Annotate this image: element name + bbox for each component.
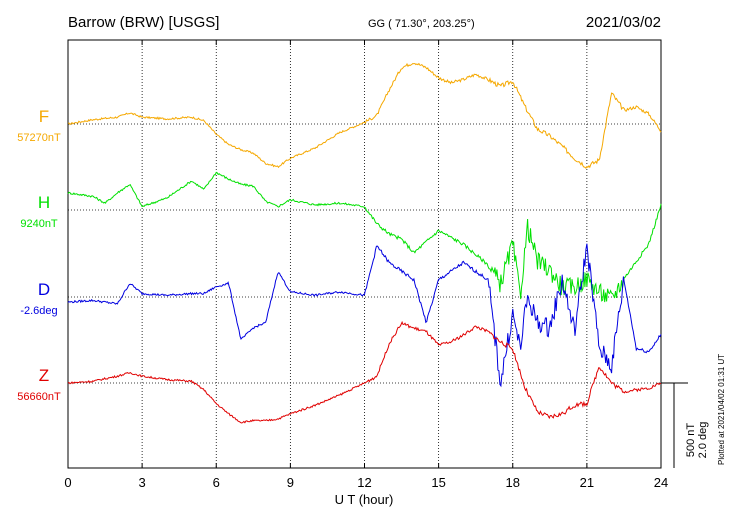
- x-tick-label: 18: [506, 475, 520, 490]
- series-baseline-d: -2.6deg: [20, 305, 57, 317]
- series-line-z: [67, 320, 662, 424]
- x-tick-label: 15: [431, 475, 445, 490]
- grid: [68, 40, 661, 468]
- coords-text: GG ( 71.30°, 203.25°): [368, 18, 475, 30]
- series-group: [67, 62, 662, 424]
- series-name-f: F: [39, 107, 49, 126]
- x-tick-label: 9: [287, 475, 294, 490]
- x-tick-label: 0: [64, 475, 71, 490]
- x-tick-label: 24: [654, 475, 668, 490]
- series-labels: F 57270nT H 9240nT D -2.6deg Z 56660nT: [17, 107, 61, 403]
- series-name-d: D: [38, 280, 50, 299]
- plotted-timestamp: Plotted at 2021/04/02 01:31 UT: [717, 354, 726, 465]
- series-baseline-z: 56660nT: [17, 391, 61, 403]
- x-tick-label: 21: [580, 475, 594, 490]
- station-title: Barrow (BRW) [USGS]: [68, 14, 219, 31]
- series-name-z: Z: [39, 366, 49, 385]
- series-baseline-h: 9240nT: [20, 218, 58, 230]
- series-line-d: [67, 243, 662, 388]
- date-text: 2021/03/02: [586, 14, 661, 31]
- x-tick-label: 12: [357, 475, 371, 490]
- series-baseline-f: 57270nT: [17, 132, 61, 144]
- scale-deg-label: 2.0 deg: [697, 422, 709, 459]
- x-tick-label: 3: [139, 475, 146, 490]
- series-name-h: H: [38, 193, 50, 212]
- scale-nt-label: 500 nT: [685, 423, 697, 458]
- series-line-h: [67, 171, 662, 303]
- x-ticks: 0 3 6 9 12 15 18 21 24: [64, 40, 668, 490]
- series-line-f: [67, 62, 662, 169]
- x-axis-label: U T (hour): [335, 492, 394, 507]
- x-tick-label: 6: [213, 475, 220, 490]
